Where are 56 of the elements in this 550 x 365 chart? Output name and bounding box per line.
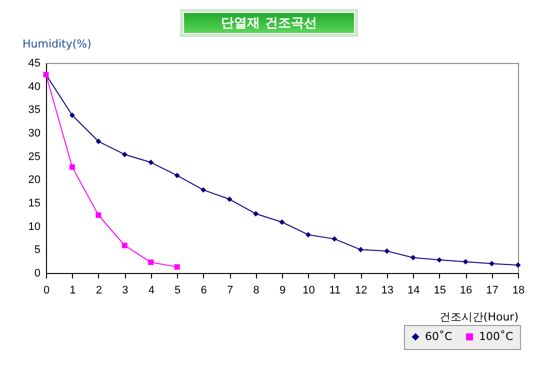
x-tick-label: 16 (460, 284, 472, 296)
point (436, 257, 442, 263)
point (174, 264, 180, 270)
x-tick-label: 5 (174, 284, 181, 296)
x-tick-label: 15 (434, 284, 446, 296)
point (174, 172, 180, 178)
point (410, 254, 416, 260)
x-tick-label: 8 (253, 284, 260, 296)
point (69, 112, 75, 118)
x-tick-label: 10 (302, 284, 315, 296)
x-tick-label: 13 (381, 284, 394, 296)
chart-title: 단열재 건조곡선 (180, 9, 358, 37)
x-tick-label: 18 (512, 284, 525, 296)
y-axis-title: Humidity(%) (22, 38, 92, 50)
point (148, 260, 154, 266)
x-tick-label: 1 (70, 284, 76, 296)
point (253, 210, 259, 216)
x-tick-label: 3 (122, 284, 128, 296)
x-tick-label: 4 (148, 284, 154, 296)
point (148, 160, 154, 166)
x-tick-label: 7 (226, 284, 234, 296)
x-tick-label: 9 (279, 284, 286, 296)
point (96, 138, 102, 144)
y-tick-label: 40 (28, 80, 40, 93)
point (332, 236, 338, 242)
y-tick-label: 35 (28, 104, 40, 116)
y-tick-label: 5 (34, 244, 40, 256)
legend-label: 100˚C (479, 330, 514, 343)
y-tick-label: 15 (28, 198, 40, 210)
y-tick-label: 30 (28, 128, 40, 140)
point (122, 242, 128, 248)
point (515, 262, 521, 268)
x-tick-label: 2 (96, 284, 102, 296)
y-tick-label: 0 (34, 268, 40, 280)
y-tick-label: 25 (28, 150, 40, 163)
x-tick-label: 17 (486, 284, 498, 296)
point (489, 260, 495, 266)
y-tick-label: 10 (28, 220, 40, 233)
y-tick-label: 20 (28, 174, 40, 186)
x-tick-label: 11 (329, 284, 341, 296)
x-tick-label: 14 (407, 284, 420, 296)
point (96, 212, 102, 218)
point (69, 164, 75, 170)
legend-label: 60˚C (425, 330, 452, 343)
point (358, 246, 364, 252)
point (384, 248, 390, 254)
y-tick-label: 45 (28, 58, 40, 70)
point (305, 232, 311, 238)
x-tick-label: 6 (200, 284, 207, 296)
point (200, 187, 206, 193)
point (122, 152, 128, 158)
point (279, 219, 285, 225)
x-axis-title: 건조시간(Hour) (439, 310, 518, 324)
x-tick-label: 0 (43, 284, 50, 296)
x-tick-label: 12 (355, 284, 368, 296)
point (226, 196, 232, 202)
